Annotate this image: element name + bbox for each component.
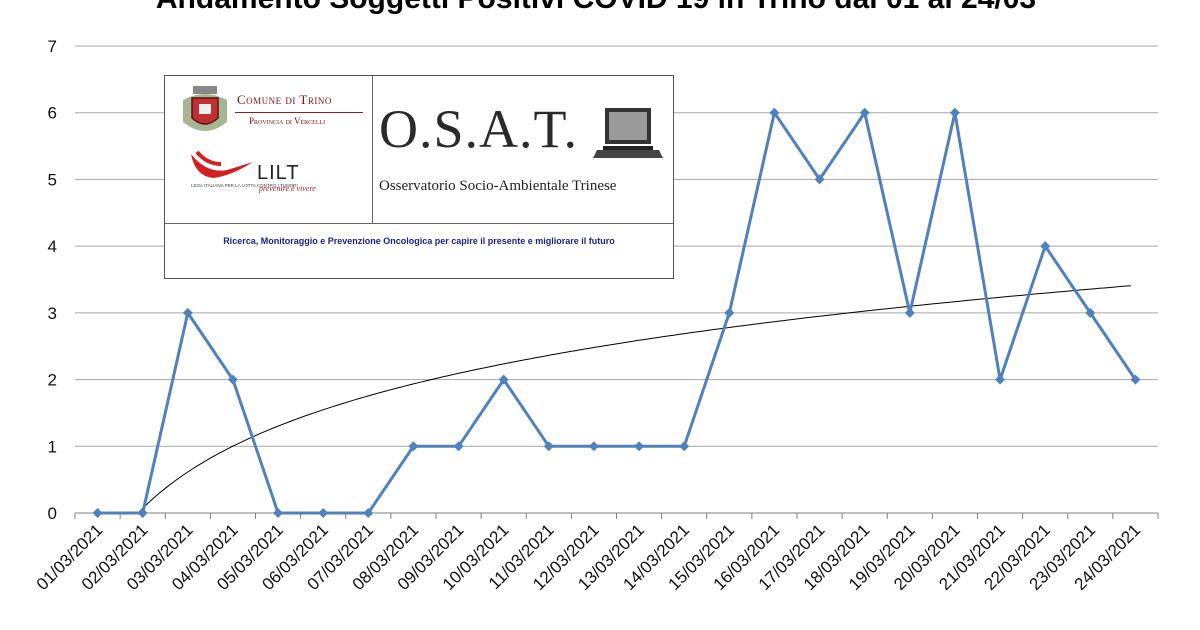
chart-title: Andamento Soggetti Positivi COVID 19 in … — [156, 0, 1036, 15]
data-point — [634, 441, 645, 452]
x-axis-ticks: 01/03/202102/03/202103/03/202104/03/2021… — [33, 513, 1159, 594]
data-markers — [92, 107, 1141, 518]
data-point — [904, 307, 915, 318]
logo-left-panel: Comune di Trino Provincia di Vercelli LI… — [165, 76, 373, 224]
y-tick-label: 0 — [48, 504, 57, 523]
comune-province: Provincia di Vercelli — [249, 116, 326, 126]
mission-statement: Ricerca, Monitoraggio e Prevenzione Onco… — [223, 236, 615, 246]
data-point — [408, 441, 419, 452]
y-tick-label: 5 — [48, 170, 57, 189]
data-point — [92, 508, 103, 518]
comune-name: Comune di Trino — [237, 92, 332, 107]
y-tick-label: 7 — [48, 37, 57, 56]
data-point — [679, 441, 690, 452]
lilt-ribbon-icon — [191, 150, 253, 178]
logo-right-panel: O.S.A.T. Osservatorio Socio-Ambientale T… — [373, 76, 673, 224]
y-tick-label: 1 — [48, 437, 57, 456]
data-point — [1085, 307, 1096, 318]
data-point — [273, 508, 284, 518]
logo-panel: Comune di Trino Provincia di Vercelli LI… — [164, 75, 674, 279]
osat-full-name: Osservatorio Socio-Ambientale Trinese — [379, 178, 617, 194]
data-point — [1130, 374, 1141, 385]
lilt-name: LILT — [257, 162, 300, 184]
data-point — [363, 508, 374, 518]
data-point — [498, 374, 509, 385]
data-point — [1040, 241, 1051, 252]
data-point — [949, 107, 960, 118]
lilt-slogan: prevenire è vivere — [259, 184, 316, 193]
divider — [235, 112, 363, 113]
data-point — [182, 307, 193, 318]
data-point — [318, 508, 329, 518]
y-tick-label: 6 — [48, 104, 57, 123]
y-tick-label: 3 — [48, 304, 57, 323]
data-point — [227, 374, 238, 385]
data-point — [137, 508, 148, 518]
data-point — [724, 307, 735, 318]
lilt-subtitle: LEGA ITALIANA PER LA LOTTA CONTRO I TUMO… — [191, 183, 298, 188]
series-line — [97, 111, 1137, 515]
osat-logo-text: O.S.A.T. — [379, 99, 579, 159]
crest-icon — [183, 86, 227, 131]
data-point — [859, 107, 870, 118]
data-point — [453, 441, 464, 452]
data-point — [814, 174, 825, 185]
laptop-icon — [593, 108, 663, 158]
data-point — [588, 441, 599, 452]
y-axis-ticks: 0 1 2 3 4 5 6 7 — [48, 37, 57, 523]
data-point — [769, 107, 780, 118]
data-point — [543, 441, 554, 452]
y-tick-label: 2 — [48, 371, 57, 390]
trendline — [97, 285, 1131, 514]
data-point — [995, 374, 1006, 385]
y-tick-label: 4 — [48, 237, 57, 256]
